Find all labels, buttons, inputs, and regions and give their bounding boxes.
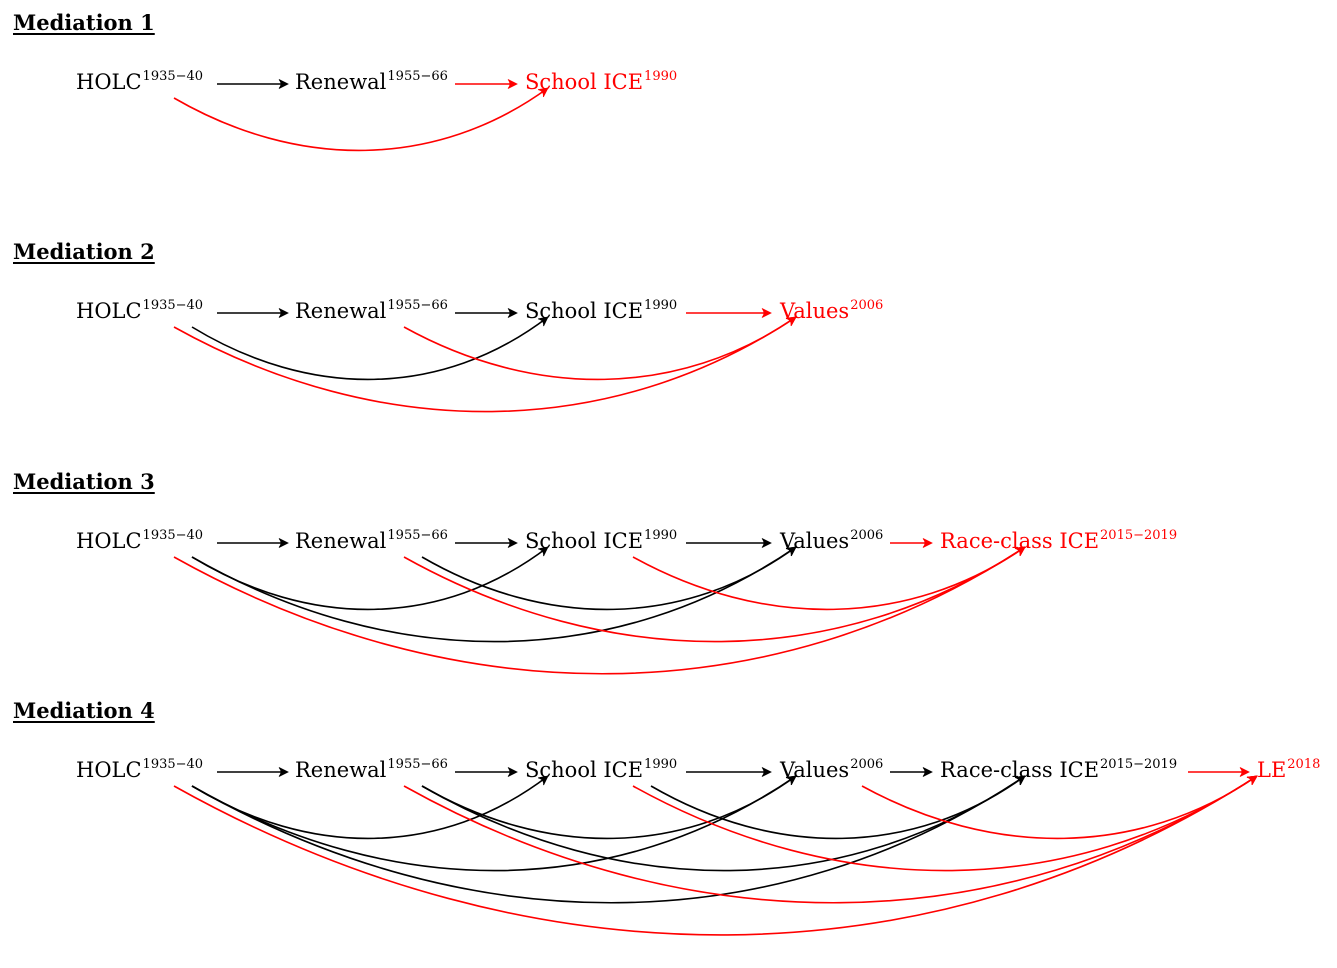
arrowhead xyxy=(538,546,549,557)
arrowhead xyxy=(761,767,772,777)
indirect-arrow xyxy=(861,775,1258,840)
arrowhead xyxy=(538,775,549,786)
node-race-class-ice: Race-class ICE2015−2019 xyxy=(940,528,1178,553)
node-race-class-ice: Race-class ICE2015−2019 xyxy=(940,757,1178,782)
indirect-arrow xyxy=(421,775,797,840)
indirect-arrow xyxy=(191,775,1026,904)
arrows-layer xyxy=(173,767,1258,936)
indirect-arrow xyxy=(173,87,549,152)
node-renewal: Renewal1955−66 xyxy=(295,69,448,94)
node-school-ice: School ICE1990 xyxy=(525,69,678,94)
indirect-arrow xyxy=(403,316,797,381)
arrowhead xyxy=(507,308,518,318)
arrowhead xyxy=(538,316,549,327)
node-le: LE2018 xyxy=(1257,757,1321,782)
arrowhead xyxy=(278,79,289,89)
arrowhead xyxy=(1246,775,1258,786)
arrowhead xyxy=(507,79,518,89)
arrowhead xyxy=(761,538,772,548)
node-holc: HOLC1935−40 xyxy=(76,528,204,553)
indirect-arrow xyxy=(173,775,1258,936)
arrowhead xyxy=(785,546,797,557)
arrowhead xyxy=(922,538,933,548)
arrowhead xyxy=(1014,775,1026,786)
mediation-1-panel: Mediation 1 HOLC1935−40 Renewal1955−66 S… xyxy=(0,0,1337,229)
arrowhead xyxy=(507,767,518,777)
indirect-arrow xyxy=(632,546,1026,611)
node-school-ice: School ICE1990 xyxy=(525,757,678,782)
node-holc: HOLC1935−40 xyxy=(76,69,204,94)
arrowhead xyxy=(1014,546,1026,557)
arrowhead xyxy=(785,316,797,327)
mediation-2-panel: Mediation 2 HOLC1935−40 Renewal1955−66 S… xyxy=(0,229,1337,459)
arrows-layer xyxy=(173,538,1026,675)
arrowhead xyxy=(922,767,933,777)
indirect-arrow xyxy=(650,775,1026,840)
node-renewal: Renewal1955−66 xyxy=(295,757,448,782)
panel-title: Mediation 2 xyxy=(13,239,155,264)
indirect-arrow xyxy=(421,546,797,611)
node-renewal: Renewal1955−66 xyxy=(295,298,448,323)
arrowhead xyxy=(1239,767,1250,777)
node-holc: HOLC1935−40 xyxy=(76,298,204,323)
panel-title: Mediation 3 xyxy=(13,469,155,494)
node-values: Values2006 xyxy=(780,298,884,323)
arrowhead xyxy=(278,308,289,318)
arrows-layer xyxy=(173,79,549,152)
arrowhead xyxy=(507,538,518,548)
indirect-arrow xyxy=(173,316,797,413)
indirect-arrow xyxy=(191,316,549,381)
panel-title: Mediation 1 xyxy=(13,10,155,35)
arrowhead xyxy=(761,308,772,318)
indirect-arrow xyxy=(403,546,1026,643)
node-holc: HOLC1935−40 xyxy=(76,757,204,782)
node-values: Values2006 xyxy=(780,757,884,782)
arrows-layer xyxy=(173,308,797,413)
node-school-ice: School ICE1990 xyxy=(525,298,678,323)
arrowhead xyxy=(537,87,549,98)
node-values: Values2006 xyxy=(780,528,884,553)
indirect-arrow xyxy=(632,775,1258,872)
arrowhead xyxy=(785,775,797,786)
indirect-arrow xyxy=(403,775,1258,904)
node-school-ice: School ICE1990 xyxy=(525,528,678,553)
arrowhead xyxy=(278,767,289,777)
mediation-4-panel: Mediation 4 HOLC1935−40 Renewal1955−66 S… xyxy=(0,688,1337,968)
node-renewal: Renewal1955−66 xyxy=(295,528,448,553)
indirect-arrow xyxy=(173,546,1026,675)
panel-title: Mediation 4 xyxy=(13,698,155,723)
mediation-3-panel: Mediation 3 HOLC1935−40 Renewal1955−66 S… xyxy=(0,459,1337,688)
indirect-arrow xyxy=(191,775,797,872)
arrowhead xyxy=(278,538,289,548)
indirect-arrow xyxy=(191,775,549,840)
